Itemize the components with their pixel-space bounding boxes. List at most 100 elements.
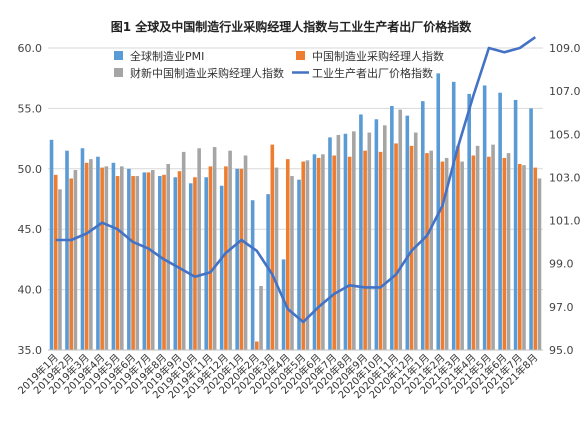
y-right-tick-label: 103.0: [549, 171, 581, 184]
bar-1: [131, 176, 135, 350]
bar-0: [96, 156, 100, 350]
bar-1: [115, 176, 120, 350]
bar-0: [420, 101, 425, 350]
bar-1: [69, 178, 74, 350]
bar-0: [405, 115, 410, 350]
bar-2: [444, 157, 449, 350]
bar-1: [378, 151, 383, 350]
chart-title: 图1 全球及中国制造行业采购经理人指数与工业生产者出厂价格指数: [111, 19, 473, 34]
y-right-tick-label: 107.0: [549, 85, 581, 98]
bars: [49, 73, 542, 351]
bar-1: [301, 161, 306, 350]
legend-swatch: [296, 51, 305, 60]
bar-2: [491, 144, 495, 350]
bar-0: [204, 177, 209, 350]
bar-2: [398, 109, 403, 350]
bar-1: [456, 145, 460, 350]
bar-1: [471, 155, 476, 350]
bar-2: [336, 134, 341, 350]
bar-0: [467, 93, 471, 351]
bar-0: [451, 81, 456, 350]
bar-0: [188, 183, 193, 350]
bar-1: [208, 166, 213, 350]
bar-2: [506, 153, 511, 350]
y-right-tick-label: 109.0: [549, 42, 581, 55]
bar-1: [255, 341, 259, 350]
bar-2: [104, 166, 109, 350]
y-right-tick-label: 97.0: [549, 301, 574, 314]
bar-1: [394, 143, 398, 350]
bar-2: [166, 163, 171, 350]
legend-swatch: [114, 68, 123, 77]
bar-2: [537, 178, 542, 350]
bar-2: [274, 167, 279, 350]
bar-2: [58, 189, 62, 350]
bar-0: [142, 172, 147, 350]
bar-2: [413, 132, 418, 350]
bar-1: [517, 163, 522, 350]
y-right-tick-label: 95.0: [549, 344, 574, 357]
bar-1: [440, 161, 445, 350]
bar-1: [347, 156, 352, 350]
bar-2: [150, 170, 155, 350]
bar-0: [343, 133, 348, 350]
ppi-line: [55, 36, 537, 324]
legend-label: 工业生产者出厂价格指数: [312, 66, 433, 80]
bar-2: [321, 154, 325, 350]
y-left-tick-label: 40.0: [18, 284, 43, 297]
bar-0: [80, 148, 85, 350]
bar-1: [409, 145, 414, 350]
bar-0: [529, 108, 533, 351]
y-right-tick-label: 101.0: [549, 215, 581, 228]
y-right-tick-label: 105.0: [549, 128, 581, 141]
bar-0: [312, 154, 317, 350]
bar-1: [285, 159, 290, 350]
bar-1: [100, 167, 104, 350]
bar-0: [235, 168, 239, 350]
bar-2: [181, 151, 186, 350]
bar-1: [425, 153, 429, 350]
bar-0: [266, 194, 270, 350]
bar-0: [111, 162, 116, 350]
y-left-tick-label: 50.0: [18, 163, 43, 176]
bar-1: [533, 167, 538, 350]
bar-2: [429, 150, 433, 350]
bar-2: [352, 131, 356, 350]
y-left-tick-label: 60.0: [18, 42, 43, 55]
bar-1: [487, 156, 491, 350]
bar-2: [135, 176, 140, 350]
bar-2: [290, 176, 294, 350]
bar-0: [49, 139, 54, 350]
bar-2: [243, 155, 248, 350]
bar-1: [177, 171, 182, 350]
bar-1: [332, 155, 336, 350]
bar-2: [197, 148, 201, 350]
bar-1: [239, 168, 244, 350]
ppi-line-group: [55, 36, 537, 324]
bar-1: [162, 174, 166, 350]
bar-0: [374, 119, 379, 350]
bar-0: [498, 92, 502, 351]
bar-0: [127, 168, 131, 350]
bar-2: [522, 165, 526, 350]
bar-0: [328, 137, 332, 350]
bar-0: [390, 105, 394, 350]
bar-0: [513, 99, 518, 350]
legend-swatch: [114, 51, 123, 60]
y-right-tick-label: 99.0: [549, 258, 574, 271]
legend-label: 中国制造业采购经理人指数: [312, 49, 444, 63]
bar-0: [65, 150, 69, 350]
bar-0: [219, 185, 224, 350]
bar-1: [502, 157, 507, 350]
y-left-tick-label: 55.0: [18, 102, 43, 115]
bar-1: [193, 177, 197, 350]
axes: 35.0 40.0 45.0 50.0 55.0 60.0 95.0 97.0 99.0 101.…: [15, 42, 580, 401]
bar-1: [270, 144, 275, 350]
bar-0: [482, 85, 487, 350]
bar-0: [173, 177, 178, 350]
bar-2: [305, 160, 310, 350]
bar-2: [367, 132, 372, 350]
bar-2: [382, 125, 387, 350]
